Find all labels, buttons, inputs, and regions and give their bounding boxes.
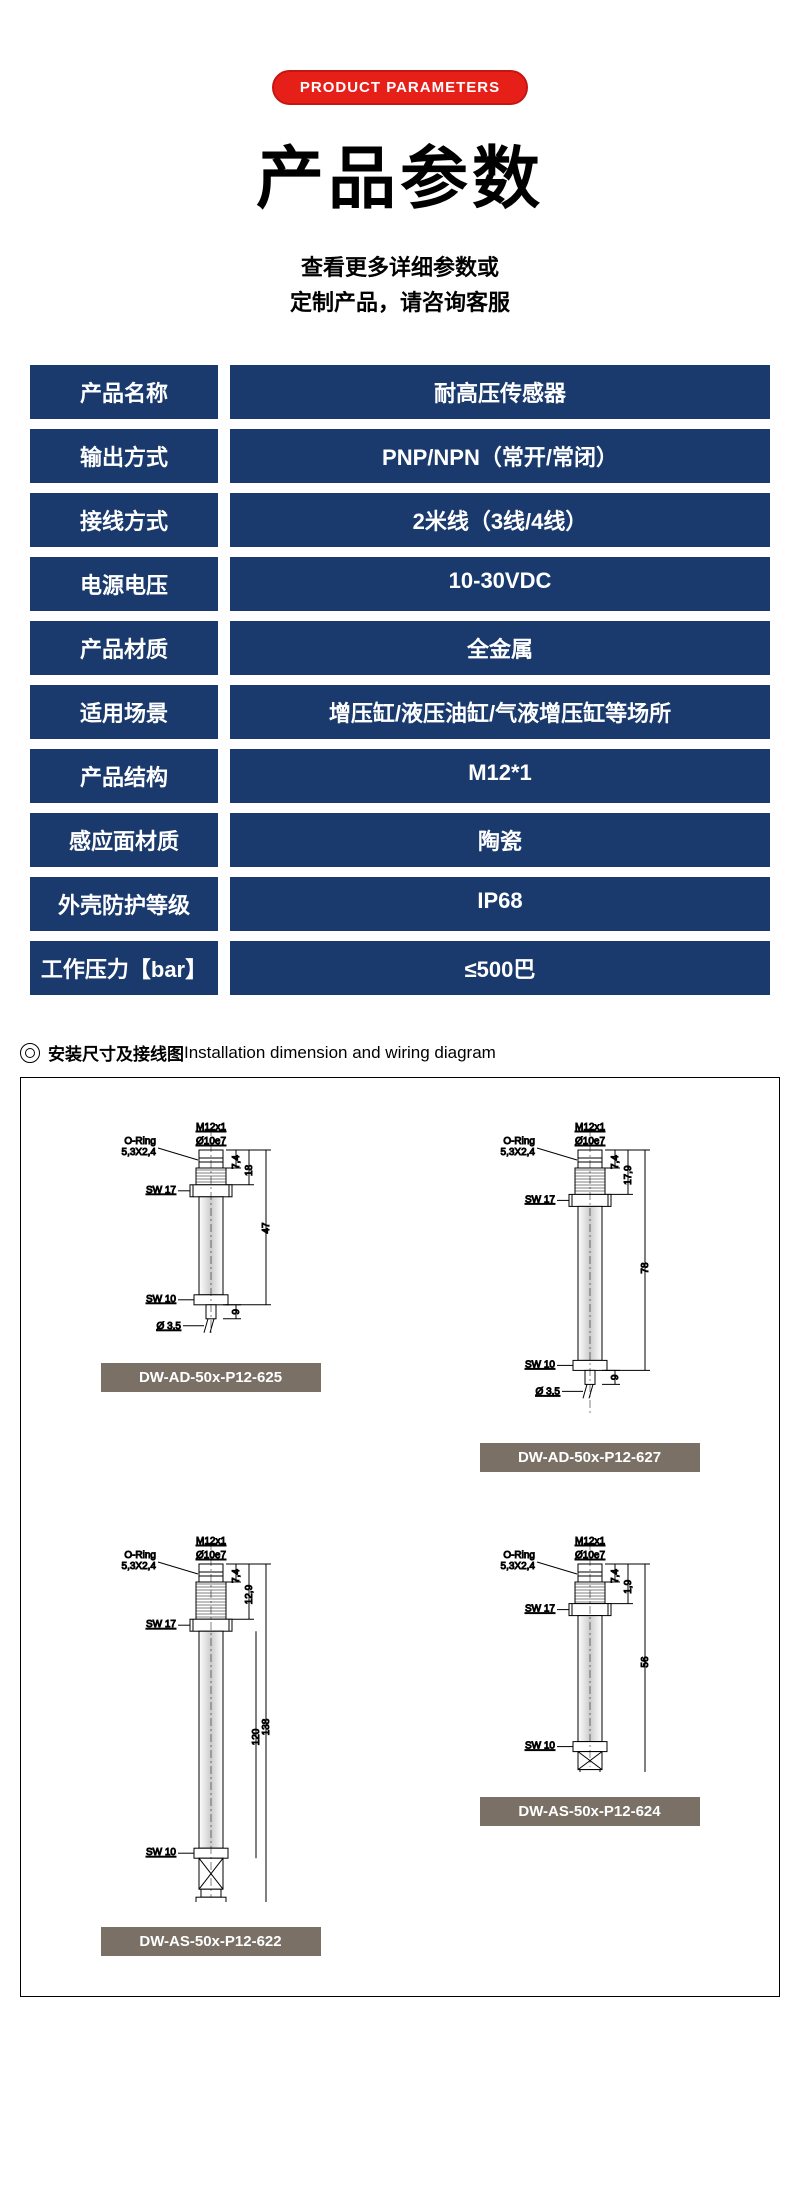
- spec-row: 外壳防护等级 IP68: [30, 877, 770, 931]
- spec-row: 产品名称 耐高压传感器: [30, 365, 770, 419]
- diagram-cell: M12x1 Ø10e7 O-Ring 5,3X2,4 7,4: [41, 1118, 380, 1472]
- svg-text:5,3X2,4: 5,3X2,4: [121, 1561, 156, 1572]
- subtitle-line2: 定制产品，请咨询客服: [0, 285, 800, 320]
- spec-label: 接线方式: [30, 493, 218, 547]
- svg-text:5,3X2,4: 5,3X2,4: [121, 1147, 156, 1158]
- svg-text:O-Ring: O-Ring: [503, 1550, 535, 1561]
- svg-text:12,9: 12,9: [244, 1585, 255, 1605]
- model-label: DW-AD-50x-P12-627: [480, 1443, 700, 1472]
- spec-value: PNP/NPN（常开/常闭）: [230, 429, 770, 483]
- spec-label: 产品结构: [30, 749, 218, 803]
- spec-row: 产品材质 全金属: [30, 621, 770, 675]
- spec-value: 陶瓷: [230, 813, 770, 867]
- main-title: 产品参数: [0, 123, 800, 222]
- svg-text:SW 10: SW 10: [145, 1294, 175, 1305]
- svg-text:O-Ring: O-Ring: [124, 1550, 156, 1561]
- spec-value: 10-30VDC: [230, 557, 770, 611]
- model-label: DW-AS-50x-P12-622: [101, 1927, 321, 1956]
- diagram-cell: M12x1 Ø10e7 O-Ring 5,3X2,4 7,4: [420, 1118, 759, 1472]
- svg-text:O-Ring: O-Ring: [503, 1136, 535, 1147]
- svg-text:SW 10: SW 10: [145, 1848, 175, 1859]
- spec-value: M12*1: [230, 749, 770, 803]
- svg-text:78: 78: [640, 1262, 651, 1274]
- spec-label: 产品名称: [30, 365, 218, 419]
- svg-text:18: 18: [244, 1165, 255, 1177]
- svg-text:SW 10: SW 10: [524, 1360, 554, 1371]
- technical-drawing: M12x1 Ø10e7 O-Ring 5,3X2,4 7,4: [475, 1118, 705, 1418]
- spec-label: 产品材质: [30, 621, 218, 675]
- technical-drawing: M12x1 Ø10e7 O-Ring 5,3X2,4 7,4: [475, 1532, 705, 1772]
- bullet-icon: [20, 1043, 40, 1063]
- spec-row: 感应面材质 陶瓷: [30, 813, 770, 867]
- diagram-title-cn: 安装尺寸及接线图: [48, 1040, 184, 1065]
- svg-text:SW 17: SW 17: [524, 1195, 554, 1206]
- svg-text:138: 138: [261, 1719, 272, 1736]
- model-label: DW-AD-50x-P12-625: [101, 1363, 321, 1392]
- spec-value: 2米线（3线/4线）: [230, 493, 770, 547]
- spec-label: 适用场景: [30, 685, 218, 739]
- svg-text:7,4: 7,4: [610, 1569, 621, 1583]
- subtitle: 查看更多详细参数或 定制产品，请咨询客服: [0, 250, 800, 320]
- svg-text:17,9: 17,9: [623, 1165, 634, 1185]
- diagram-area: M12x1 Ø10e7 O-Ring 5,3X2,4 7,4: [20, 1077, 780, 1997]
- svg-text:SW 17: SW 17: [145, 1185, 175, 1196]
- svg-text:9: 9: [231, 1309, 242, 1315]
- spec-value: 全金属: [230, 621, 770, 675]
- spec-value: IP68: [230, 877, 770, 931]
- svg-text:5,3X2,4: 5,3X2,4: [500, 1561, 535, 1572]
- diagram-cell: M12x1 Ø10e7 O-Ring 5,3X2,4 7,4: [41, 1532, 380, 1956]
- spec-row: 电源电压 10-30VDC: [30, 557, 770, 611]
- spec-table: 产品名称 耐高压传感器 输出方式 PNP/NPN（常开/常闭） 接线方式 2米线…: [30, 365, 770, 995]
- svg-text:SW 10: SW 10: [524, 1741, 554, 1752]
- spec-value: 耐高压传感器: [230, 365, 770, 419]
- technical-drawing: M12x1 Ø10e7 O-Ring 5,3X2,4 7,4: [96, 1118, 326, 1338]
- spec-label: 工作压力【bar】: [30, 941, 218, 995]
- svg-text:47: 47: [261, 1222, 272, 1234]
- spec-row: 接线方式 2米线（3线/4线）: [30, 493, 770, 547]
- diagram-section-header: 安装尺寸及接线图 Installation dimension and wiri…: [0, 1025, 800, 1077]
- svg-text:7,4: 7,4: [610, 1155, 621, 1169]
- model-label: DW-AS-50x-P12-624: [480, 1797, 700, 1826]
- subtitle-line1: 查看更多详细参数或: [0, 250, 800, 285]
- spec-label: 外壳防护等级: [30, 877, 218, 931]
- svg-text:56: 56: [640, 1656, 651, 1668]
- svg-text:O-Ring: O-Ring: [124, 1136, 156, 1147]
- spec-row: 适用场景 增压缸/液压油缸/气液增压缸等场所: [30, 685, 770, 739]
- spec-value: ≤500巴: [230, 941, 770, 995]
- svg-text:9: 9: [610, 1375, 621, 1381]
- spec-label: 输出方式: [30, 429, 218, 483]
- svg-text:Ø 3,5: Ø 3,5: [535, 1387, 560, 1398]
- technical-drawing: M12x1 Ø10e7 O-Ring 5,3X2,4 7,4: [96, 1532, 326, 1902]
- svg-text:7,4: 7,4: [231, 1569, 242, 1583]
- diagram-cell: M12x1 Ø10e7 O-Ring 5,3X2,4 7,4: [420, 1532, 759, 1956]
- spec-label: 感应面材质: [30, 813, 218, 867]
- spec-row: 产品结构 M12*1: [30, 749, 770, 803]
- svg-text:SW 17: SW 17: [145, 1620, 175, 1631]
- spec-value: 增压缸/液压油缸/气液增压缸等场所: [230, 685, 770, 739]
- diagram-title-en: Installation dimension and wiring diagra…: [184, 1043, 496, 1063]
- product-parameters-badge: PRODUCT PARAMETERS: [272, 70, 528, 105]
- spec-label: 电源电压: [30, 557, 218, 611]
- spec-row: 工作压力【bar】 ≤500巴: [30, 941, 770, 995]
- svg-text:120: 120: [251, 1729, 262, 1746]
- svg-text:7,4: 7,4: [231, 1155, 242, 1169]
- svg-text:Ø 3,5: Ø 3,5: [156, 1321, 181, 1332]
- svg-text:1,9: 1,9: [623, 1580, 634, 1594]
- spec-row: 输出方式 PNP/NPN（常开/常闭）: [30, 429, 770, 483]
- svg-text:SW 17: SW 17: [524, 1604, 554, 1615]
- svg-text:5,3X2,4: 5,3X2,4: [500, 1147, 535, 1158]
